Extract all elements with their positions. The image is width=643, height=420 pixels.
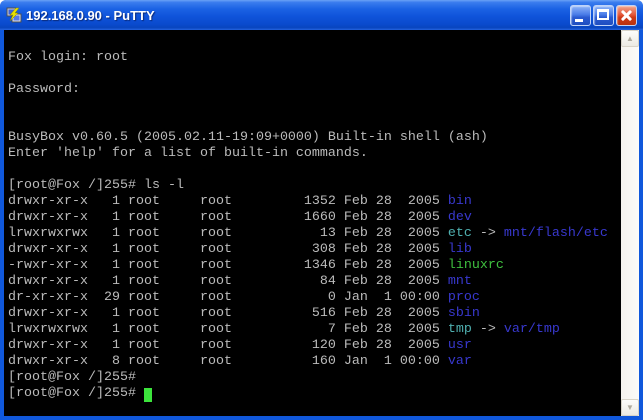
terminal-line: BusyBox v0.60.5 (2005.02.11-19:09+0000) … (8, 130, 621, 146)
terminal-text-segment: var/tmp (503, 322, 560, 337)
terminal-line (8, 66, 621, 82)
terminal-text-segment: drwxr-xr-x 1 root root 1660 Feb 28 2005 (8, 210, 448, 225)
terminal-text-segment: drwxr-xr-x 8 root root 160 Jan 1 00:00 (8, 354, 448, 369)
terminal-text-segment: Fox login: root (8, 50, 128, 65)
terminal-line: dr-xr-xr-x 29 root root 0 Jan 1 00:00 pr… (8, 290, 621, 306)
terminal-line: drwxr-xr-x 8 root root 160 Jan 1 00:00 v… (8, 354, 621, 370)
terminal-text-segment: -> (471, 226, 504, 241)
terminal-line (8, 114, 621, 130)
terminal-line: drwxr-xr-x 1 root root 84 Feb 28 2005 mn… (8, 274, 621, 290)
terminal-text-segment: tmp (447, 322, 472, 337)
terminal-line: drwxr-xr-x 1 root root 1660 Feb 28 2005 … (8, 210, 621, 226)
terminal-text-segment: linuxrc (447, 258, 504, 273)
terminal-text-segment: mnt/flash/etc (503, 226, 608, 241)
terminal-line (8, 98, 621, 114)
terminal-text-segment: drwxr-xr-x 1 root root 516 Feb 28 2005 (8, 306, 448, 321)
scroll-down-button[interactable]: ▼ (621, 399, 639, 416)
terminal-text-segment: [root@Fox /]255# ls -l (8, 178, 184, 193)
terminal-line: [root@Fox /]255# ls -l (8, 178, 621, 194)
terminal-text-segment: proc (447, 290, 480, 305)
terminal-text-segment: Enter 'help' for a list of built-in comm… (8, 146, 368, 161)
terminal-text-segment: lib (447, 242, 472, 257)
terminal-text-segment: bin (447, 194, 472, 209)
terminal-text-segment: -> (471, 322, 504, 337)
maximize-button[interactable] (593, 4, 614, 26)
window-controls (570, 4, 637, 26)
terminal-text-segment: lrwxrwxrwx 1 root root 7 Feb 28 2005 (8, 322, 448, 337)
terminal-text-segment: drwxr-xr-x 1 root root 308 Feb 28 2005 (8, 242, 448, 257)
scroll-up-arrow-icon: ▲ (626, 33, 634, 43)
terminal-text-segment: mnt (447, 274, 472, 289)
terminal-line: [root@Fox /]255# (8, 386, 621, 402)
terminal-text-segment: etc (447, 226, 472, 241)
scrollbar[interactable]: ▲ ▼ (621, 30, 639, 416)
terminal-line: lrwxrwxrwx 1 root root 7 Feb 28 2005 tmp… (8, 322, 621, 338)
putty-app-icon (6, 7, 22, 23)
terminal-text-segment: dr-xr-xr-x 29 root root 0 Jan 1 00:00 (8, 290, 448, 305)
terminal-line: drwxr-xr-x 1 root root 516 Feb 28 2005 s… (8, 306, 621, 322)
terminal-text-segment: lrwxrwxrwx 1 root root 13 Feb 28 2005 (8, 226, 448, 241)
scroll-up-button[interactable]: ▲ (621, 30, 639, 47)
terminal-text-segment: drwxr-xr-x 1 root root 1352 Feb 28 2005 (8, 194, 448, 209)
scrollbar-track[interactable] (621, 47, 639, 399)
terminal-text-segment: dev (447, 210, 472, 225)
window-title: 192.168.0.90 - PuTTY (26, 7, 155, 23)
scroll-down-arrow-icon: ▼ (626, 402, 634, 412)
terminal-text-segment: sbin (447, 306, 480, 321)
titlebar[interactable]: 192.168.0.90 - PuTTY (0, 0, 643, 30)
terminal-text-segment: BusyBox v0.60.5 (2005.02.11-19:09+0000) … (8, 130, 488, 145)
terminal-text-segment: Password: (8, 82, 80, 97)
terminal-line: Password: (8, 82, 621, 98)
terminal-line: [root@Fox /]255# (8, 370, 621, 386)
terminal-text-segment: [root@Fox /]255# (8, 386, 144, 401)
terminal-line: Fox login: root (8, 50, 621, 66)
terminal-line: -rwxr-xr-x 1 root root 1346 Feb 28 2005 … (8, 258, 621, 274)
terminal-line: drwxr-xr-x 1 root root 308 Feb 28 2005 l… (8, 242, 621, 258)
terminal-text-segment: drwxr-xr-x 1 root root 84 Feb 28 2005 (8, 274, 448, 289)
terminal-text-segment: -rwxr-xr-x 1 root root 1346 Feb 28 2005 (8, 258, 448, 273)
window-client-area: Fox login: root Password: BusyBox v0.60.5 … (4, 30, 639, 416)
terminal-line (8, 162, 621, 178)
terminal-line: Enter 'help' for a list of built-in comm… (8, 146, 621, 162)
terminal-text-segment: [root@Fox /]255# (8, 370, 136, 385)
terminal-line: drwxr-xr-x 1 root root 120 Feb 28 2005 u… (8, 338, 621, 354)
minimize-button[interactable] (570, 4, 591, 26)
close-button[interactable] (616, 4, 637, 26)
terminal-text-segment: drwxr-xr-x 1 root root 120 Feb 28 2005 (8, 338, 448, 353)
terminal-text-segment: usr (447, 338, 472, 353)
terminal-screen[interactable]: Fox login: root Password: BusyBox v0.60.5 … (4, 30, 621, 416)
terminal-cursor (143, 388, 152, 402)
terminal-line: drwxr-xr-x 1 root root 1352 Feb 28 2005 … (8, 194, 621, 210)
terminal-text-segment: var (447, 354, 472, 369)
terminal-line: lrwxrwxrwx 1 root root 13 Feb 28 2005 et… (8, 226, 621, 242)
terminal-line (8, 34, 621, 50)
